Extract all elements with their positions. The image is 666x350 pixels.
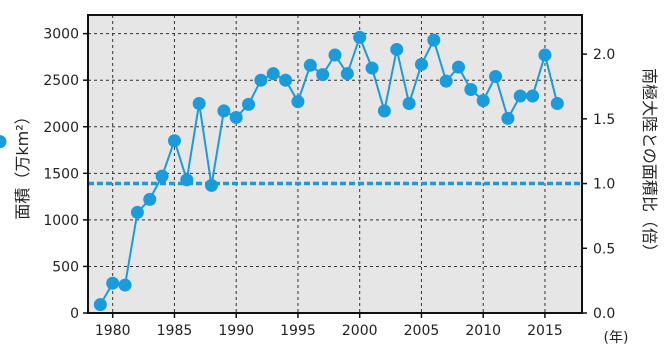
y-tick-label: 3000 bbox=[43, 27, 79, 43]
data-point bbox=[328, 48, 342, 62]
data-point bbox=[229, 110, 243, 124]
data-point bbox=[439, 74, 453, 88]
data-point bbox=[118, 278, 132, 292]
plot-background bbox=[88, 15, 582, 313]
data-point bbox=[452, 60, 465, 74]
y-tick-label: 1000 bbox=[43, 213, 79, 229]
data-point bbox=[365, 61, 379, 75]
data-point bbox=[266, 67, 280, 81]
data-point bbox=[217, 104, 231, 118]
data-point bbox=[513, 89, 527, 103]
data-point bbox=[402, 96, 416, 110]
data-point bbox=[0, 135, 7, 149]
data-point bbox=[476, 94, 490, 108]
y2-axis-title: 南極大陸との面積比（倍） bbox=[640, 68, 659, 260]
y2-tick-label: 2.0 bbox=[593, 47, 615, 63]
data-point bbox=[130, 205, 144, 219]
data-point bbox=[167, 134, 181, 148]
data-point bbox=[303, 58, 317, 72]
data-point bbox=[316, 68, 330, 82]
data-point bbox=[353, 30, 367, 44]
x-tick-label: 1985 bbox=[157, 323, 193, 339]
data-point bbox=[291, 95, 305, 109]
y2-tick-label: 1.5 bbox=[593, 112, 615, 128]
data-point bbox=[340, 67, 354, 81]
plot-frame bbox=[87, 14, 583, 314]
y-tick-label: 500 bbox=[52, 259, 79, 275]
data-point bbox=[279, 73, 293, 87]
x-tick-label: 2010 bbox=[465, 323, 501, 339]
x-tick-label: 1995 bbox=[280, 323, 316, 339]
y-tick-label: 2000 bbox=[43, 120, 79, 136]
data-point bbox=[106, 276, 120, 290]
data-point bbox=[550, 96, 564, 110]
y2-tick-label: 1.0 bbox=[593, 177, 615, 193]
data-point bbox=[427, 33, 441, 47]
y-tick-label: 0 bbox=[70, 306, 79, 322]
x-axis-title: (年) bbox=[604, 330, 629, 346]
data-series bbox=[0, 30, 564, 312]
data-point bbox=[464, 83, 478, 96]
data-point bbox=[377, 104, 391, 118]
data-point bbox=[192, 96, 206, 110]
y2-tick-label: 0.0 bbox=[593, 306, 615, 322]
x-tick-label: 2005 bbox=[404, 323, 440, 339]
data-point bbox=[390, 42, 404, 56]
x-tick-label: 1980 bbox=[95, 323, 131, 339]
data-point bbox=[489, 69, 503, 83]
data-point bbox=[414, 57, 428, 71]
data-point bbox=[205, 178, 218, 192]
data-point bbox=[254, 73, 268, 87]
data-point bbox=[538, 48, 552, 62]
y-tick-label: 1500 bbox=[43, 166, 79, 182]
grid bbox=[88, 15, 582, 313]
data-point bbox=[501, 111, 515, 125]
data-point bbox=[93, 298, 107, 312]
axes: 1980 1985 1990 1995 2000 2005 2010 2015 0 500 1000… bbox=[43, 27, 615, 339]
data-point bbox=[155, 169, 169, 183]
x-tick-label: 1990 bbox=[218, 323, 254, 339]
data-point bbox=[180, 173, 194, 187]
x-tick-label: 2000 bbox=[342, 323, 378, 339]
data-point bbox=[242, 97, 256, 111]
x-tick-label: 2015 bbox=[527, 323, 563, 339]
data-point bbox=[526, 89, 540, 103]
y-axis-title: 面積（万km²） bbox=[13, 108, 32, 219]
y2-tick-label: 0.5 bbox=[593, 241, 615, 257]
data-point bbox=[143, 192, 157, 206]
y-tick-label: 2500 bbox=[43, 73, 79, 89]
